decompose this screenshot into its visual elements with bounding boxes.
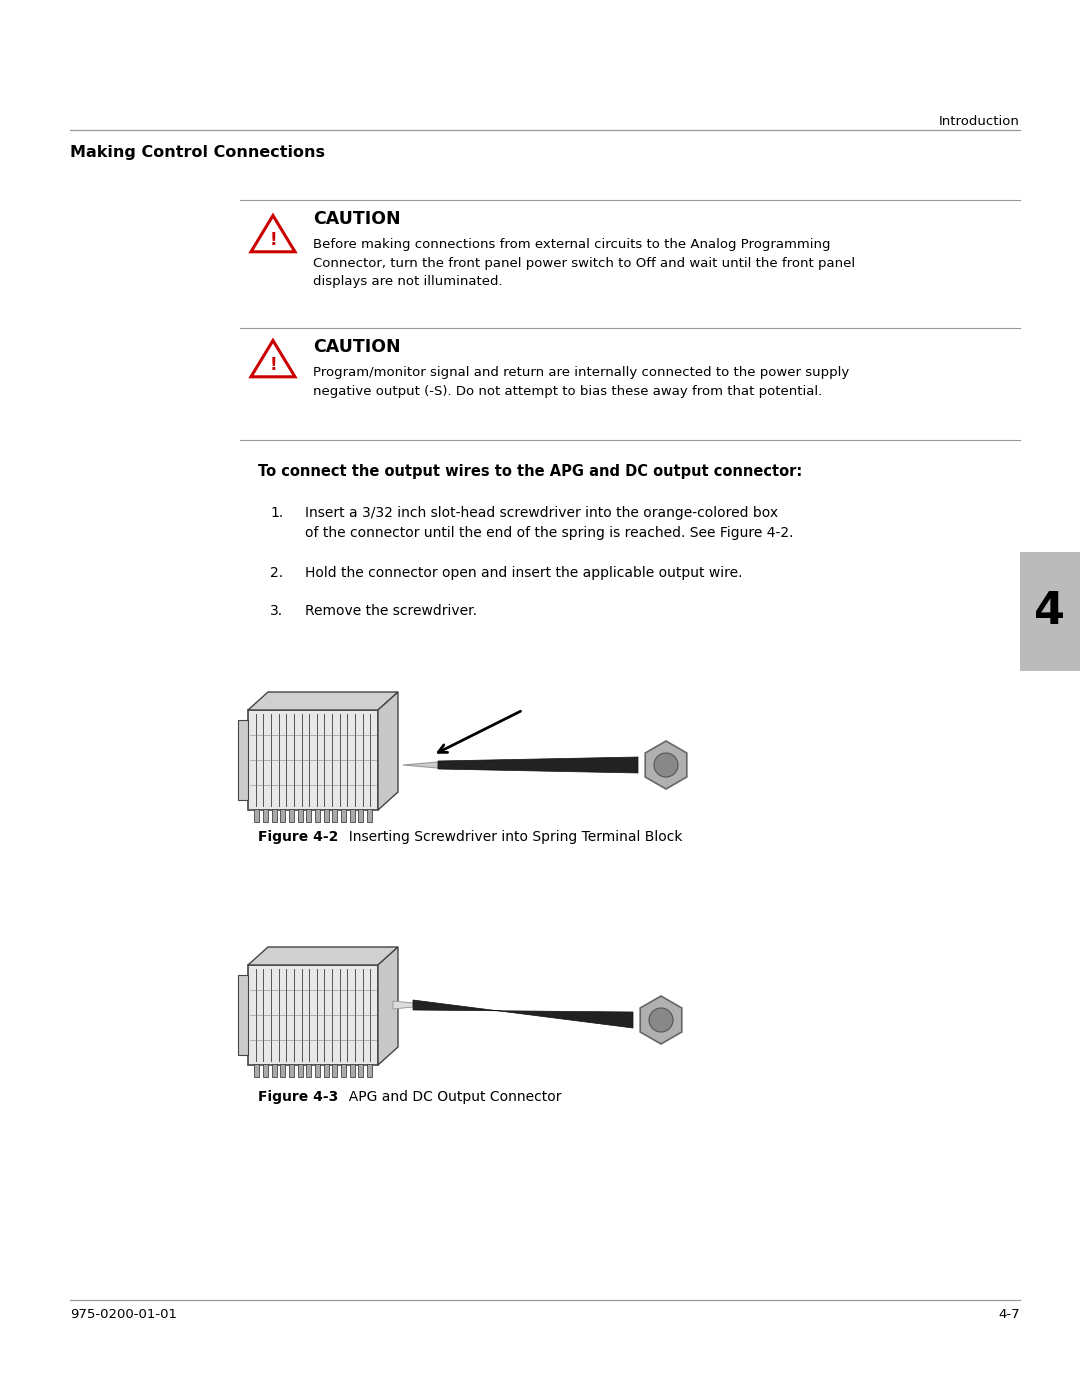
Bar [359,1065,363,1077]
Bar [333,809,337,821]
Text: Insert a 3/32 inch slot-head screwdriver into the orange-colored box
of the conn: Insert a 3/32 inch slot-head screwdriver… [305,506,794,539]
Text: Program/monitor signal and return are internally connected to the power supply
n: Program/monitor signal and return are in… [313,366,849,398]
Bar [333,1065,337,1077]
Polygon shape [251,341,295,377]
Text: !: ! [269,231,276,249]
Bar [350,809,354,821]
Bar [297,1065,302,1077]
Bar [306,809,311,821]
Bar [238,719,248,800]
Bar [297,809,302,821]
Bar [262,1065,268,1077]
Bar [367,809,372,821]
Polygon shape [640,996,681,1044]
Bar [324,809,328,821]
Bar [262,809,268,821]
Bar [324,1065,328,1077]
Bar [254,1065,259,1077]
Text: CAUTION: CAUTION [313,210,401,228]
Bar [306,1065,311,1077]
Bar [341,809,346,821]
Bar [315,1065,320,1077]
Bar [288,809,294,821]
Bar [367,1065,372,1077]
Text: Remove the screwdriver.: Remove the screwdriver. [305,604,477,617]
Bar [271,809,276,821]
Text: Inserting Screwdriver into Spring Terminal Block: Inserting Screwdriver into Spring Termin… [340,830,683,844]
Polygon shape [378,692,399,810]
Bar [280,809,285,821]
Circle shape [654,753,678,777]
Text: APG and DC Output Connector: APG and DC Output Connector [340,1090,562,1104]
Polygon shape [248,947,399,965]
Polygon shape [403,761,438,768]
Bar [315,809,320,821]
Text: Making Control Connections: Making Control Connections [70,145,325,161]
Polygon shape [248,692,399,710]
Bar [254,809,259,821]
Text: Before making connections from external circuits to the Analog Programming
Conne: Before making connections from external … [313,237,855,288]
Text: !: ! [269,356,276,374]
Text: Figure 4-3: Figure 4-3 [258,1090,338,1104]
Text: 1.: 1. [270,506,283,520]
Bar [248,965,378,1065]
Bar [271,1065,276,1077]
Bar [341,1065,346,1077]
Text: 4-7: 4-7 [998,1308,1020,1322]
Polygon shape [645,740,687,789]
Text: Introduction: Introduction [940,115,1020,129]
Text: CAUTION: CAUTION [313,338,401,356]
Bar [359,809,363,821]
Polygon shape [438,757,638,773]
Text: 3.: 3. [270,604,283,617]
Bar [280,1065,285,1077]
Polygon shape [378,947,399,1065]
Bar [248,710,378,810]
Text: Hold the connector open and insert the applicable output wire.: Hold the connector open and insert the a… [305,566,742,580]
Bar [350,1065,354,1077]
Polygon shape [393,1002,413,1009]
Text: Figure 4-2: Figure 4-2 [258,830,338,844]
Text: To connect the output wires to the APG and DC output connector:: To connect the output wires to the APG a… [258,464,802,479]
Text: 4: 4 [1035,590,1065,633]
Polygon shape [413,1000,633,1028]
Text: 975-0200-01-01: 975-0200-01-01 [70,1308,177,1322]
Text: 2.: 2. [270,566,283,580]
Bar [1020,552,1080,671]
Bar [288,1065,294,1077]
Polygon shape [251,215,295,251]
Bar [238,975,248,1055]
Circle shape [649,1009,673,1032]
